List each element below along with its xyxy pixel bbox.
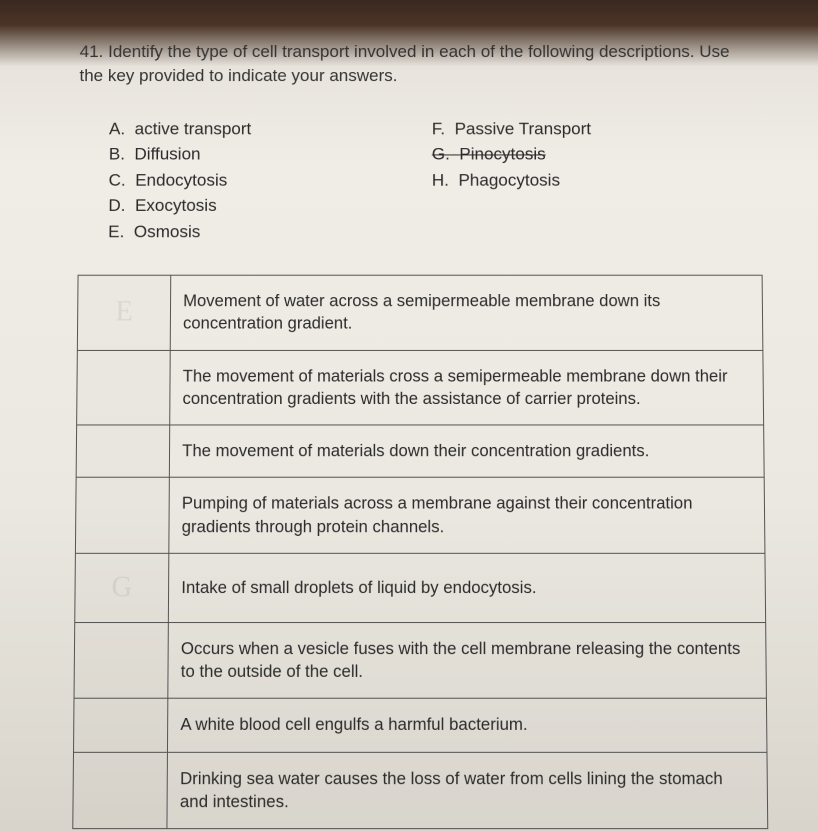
answer-key: A. active transport B. Diffusion C. Endo… <box>108 116 750 245</box>
key-column-right: F. Passive Transport G. Pinocytosis H. P… <box>432 116 592 245</box>
answer-cell[interactable] <box>73 752 168 829</box>
worksheet-page: 41. Identify the type of cell transport … <box>21 20 797 829</box>
table-row: Drinking sea water causes the loss of wa… <box>73 752 768 829</box>
table-row: Occurs when a vesicle fuses with the cel… <box>74 622 766 698</box>
description-cell: Movement of water across a semipermeable… <box>170 275 763 350</box>
key-item: D. Exocytosis <box>108 193 251 219</box>
description-cell: Intake of small droplets of liquid by en… <box>168 553 765 622</box>
key-item: H. Phagocytosis <box>432 167 592 193</box>
description-cell: Pumping of materials across a membrane a… <box>169 478 765 554</box>
table-row: Pumping of materials across a membrane a… <box>75 478 765 554</box>
table-row: The movement of materials cross a semipe… <box>77 350 764 425</box>
table-row: A white blood cell engulfs a harmful bac… <box>74 699 767 752</box>
key-letter: F. <box>432 119 445 138</box>
table-row: The movement of materials down their con… <box>76 425 764 478</box>
key-letter: E. <box>108 222 124 241</box>
answer-table: E Movement of water across a semipermeabl… <box>72 275 768 829</box>
key-letter: G. <box>432 144 450 163</box>
key-label: Exocytosis <box>135 196 217 215</box>
key-label: active transport <box>135 119 252 138</box>
answer-cell[interactable] <box>74 622 168 698</box>
answer-cell[interactable] <box>75 478 169 554</box>
key-label: Phagocytosis <box>458 170 560 189</box>
description-cell: A white blood cell engulfs a harmful bac… <box>167 699 767 752</box>
handwritten-answer: G <box>88 568 156 607</box>
answer-cell[interactable] <box>77 350 171 425</box>
key-item: B. Diffusion <box>109 141 251 167</box>
description-cell: Drinking sea water causes the loss of wa… <box>167 752 768 829</box>
key-letter: A. <box>109 119 125 138</box>
description-cell: Occurs when a vesicle fuses with the cel… <box>168 622 767 698</box>
handwritten-answer: E <box>90 293 158 331</box>
key-label: Pinocytosis <box>459 144 545 163</box>
key-letter: C. <box>109 170 126 189</box>
table-row: G Intake of small droplets of liquid by e… <box>75 553 766 622</box>
key-item: C. Endocytosis <box>108 167 251 193</box>
key-item: A. active transport <box>109 116 251 142</box>
key-item: F. Passive Transport <box>432 116 591 142</box>
key-label: Passive Transport <box>455 119 592 138</box>
question-header: 41. Identify the type of cell transport … <box>79 40 748 88</box>
key-label: Endocytosis <box>135 170 227 189</box>
answer-cell[interactable]: E <box>77 275 170 350</box>
key-column-left: A. active transport B. Diffusion C. Endo… <box>108 116 251 245</box>
key-item: E. Osmosis <box>108 219 251 245</box>
description-cell: The movement of materials down their con… <box>169 425 764 478</box>
answer-cell[interactable] <box>74 699 168 752</box>
question-number: 41. <box>80 42 104 61</box>
key-label: Diffusion <box>134 144 200 163</box>
key-letter: D. <box>108 196 125 215</box>
key-item-struck: G. Pinocytosis <box>432 141 591 167</box>
answer-cell[interactable] <box>76 425 170 478</box>
table-row: E Movement of water across a semipermeabl… <box>77 275 763 350</box>
description-cell: The movement of materials cross a semipe… <box>170 350 764 425</box>
question-prompt: Identify the type of cell transport invo… <box>79 42 729 85</box>
key-label: Osmosis <box>134 222 201 241</box>
answer-cell[interactable]: G <box>75 553 169 622</box>
key-letter: B. <box>109 144 125 163</box>
key-letter: H. <box>432 170 449 189</box>
